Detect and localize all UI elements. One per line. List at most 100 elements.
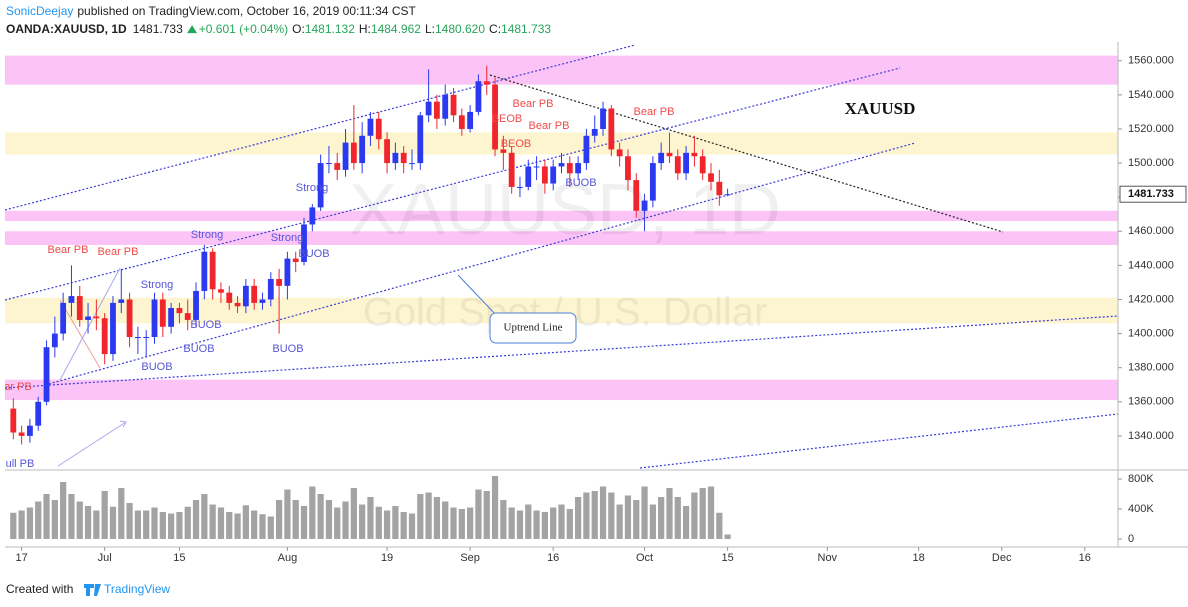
volume-pane [10,476,731,539]
candle-body [367,118,374,136]
author-link[interactable]: SonicDeejay [6,4,73,18]
y-tick-label: 1360.000 [1128,396,1174,408]
volume-bar [334,507,341,539]
x-tick-label: 17 [15,552,27,564]
footer-brand[interactable]: TradingView [104,582,170,596]
x-tick-label: Nov [818,552,838,564]
zone [5,231,1118,245]
candle-body [492,84,498,150]
callout-box [489,312,577,344]
x-tick-label: 16 [1079,552,1091,564]
zone [5,132,1118,155]
volume-bar [608,492,615,539]
candle-body [201,251,208,291]
low-label: L: [425,22,435,36]
arrow-head [119,420,127,428]
callout-text: Uptrend Line [504,322,563,334]
y-tick-label: 1420.000 [1128,293,1174,305]
candle-body [35,401,42,426]
candles [10,65,731,445]
candle-body [517,186,523,188]
volume-bar [68,494,75,539]
volume-bar [624,495,632,539]
annotation: Strong [296,182,328,194]
volume-bar [43,494,50,539]
volume-bar [217,507,225,539]
y-tick-label: 1380.000 [1128,362,1174,374]
annotation: Bear PB [48,244,89,256]
volume-bar [342,501,349,539]
annotation: Strong [191,229,223,241]
volume-bar [533,510,540,539]
y-tick-label: 1540.000 [1128,89,1174,101]
volume-bar [450,507,457,539]
volume-bar [483,491,490,539]
candle-body [309,207,316,225]
volume-bar [367,497,374,539]
channel-line [5,44,636,211]
logo-icon [84,584,101,596]
arrow-line [59,267,121,381]
candle-body [442,94,449,119]
channel-line [5,315,1118,389]
volume-bar [159,512,166,539]
change: +0.601 (+0.04%) [199,22,288,36]
price-badge-label: 1481.733 [1128,188,1174,200]
volume-bar [375,506,382,539]
candle-body [525,166,532,187]
candle-body [218,289,224,293]
header-line-2: OANDA:XAUUSD, 1D 1481.733 +0.601 (+0.04%) O… [6,22,551,36]
candle-body [110,302,116,355]
y-tick-label: 1400.000 [1128,327,1174,339]
volume-bar [417,494,424,539]
volume-bar [475,489,482,539]
volume-bar [408,513,416,539]
annotation: Bear PB [98,246,139,258]
annotation: BUOB [141,361,172,373]
y-tick-label: 800K [1128,473,1154,485]
candle-body [674,156,681,174]
volume-bar [317,494,324,539]
y-tick-label: 1340.000 [1128,430,1174,442]
zone [5,379,1118,401]
candle-body [641,200,648,211]
annotation: ar PB [4,381,32,393]
arrow-line [57,421,127,467]
volume-bar [674,497,681,539]
volume-bar [392,506,399,539]
volume-bar [707,486,715,539]
candle-body [400,152,407,164]
candle-body [209,251,216,290]
candle-body [251,285,258,303]
x-tick-label: 15 [721,552,733,564]
candle-body [193,290,199,320]
volume-bar [118,488,125,539]
candle-body [483,81,490,85]
volume-bar [359,504,366,539]
candle-body [334,163,341,170]
volume-bar [400,512,407,539]
candle-body [666,152,673,157]
y-tick-label: 1560.000 [1128,55,1174,67]
volume-bar [508,507,515,539]
volume-bar [442,501,449,539]
volume-bar [666,488,673,539]
candle-body [583,135,590,164]
candle-body [633,180,640,211]
candle-body [724,194,731,196]
volume-bar [267,516,274,539]
volume-bar [151,507,158,539]
volume-bar [234,513,241,539]
candle-body [126,299,133,337]
zone [5,55,1118,85]
x-tick-label: 15 [173,552,185,564]
candle-body [134,336,141,338]
candle-body [608,108,615,150]
volume-bar [350,488,357,539]
annotation: BUOB [298,248,329,260]
axes: 1340.000 1360.000 1380.000 1400.000 1420.000… [5,42,1188,564]
volume-bar [60,482,67,539]
price-pane: XAUUSD, 1D Gold Spot / U.S. Dollar Bear … [4,44,1118,470]
close-value: 1481.733 [501,22,551,36]
